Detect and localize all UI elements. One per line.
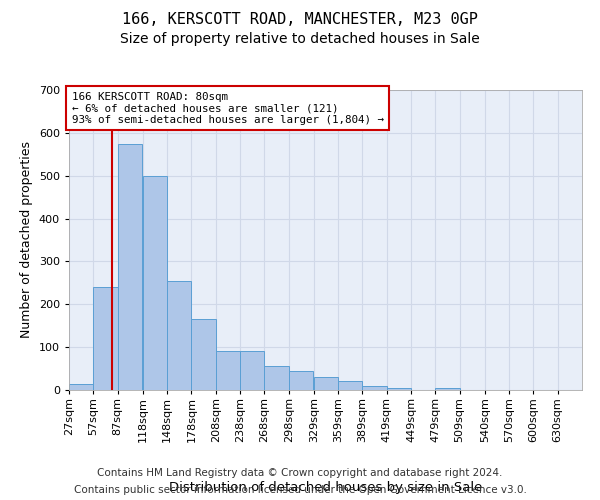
Bar: [386, 388, 411, 390]
Text: 166 KERSCOTT ROAD: 80sqm
← 6% of detached houses are smaller (121)
93% of semi-d: 166 KERSCOTT ROAD: 80sqm ← 6% of detache…: [71, 92, 383, 124]
Bar: [118, 144, 142, 390]
Bar: [289, 370, 313, 390]
Bar: [191, 320, 215, 390]
Bar: [362, 386, 386, 390]
Bar: [338, 382, 362, 390]
Bar: [215, 352, 240, 390]
X-axis label: Distribution of detached houses by size in Sale: Distribution of detached houses by size …: [169, 481, 482, 494]
Bar: [94, 287, 118, 390]
Bar: [143, 176, 167, 390]
Bar: [240, 352, 265, 390]
Bar: [69, 384, 94, 390]
Bar: [167, 280, 191, 390]
Bar: [314, 377, 338, 390]
Bar: [436, 388, 460, 390]
Text: Contains public sector information licensed under the Open Government Licence v3: Contains public sector information licen…: [74, 485, 526, 495]
Text: 166, KERSCOTT ROAD, MANCHESTER, M23 0GP: 166, KERSCOTT ROAD, MANCHESTER, M23 0GP: [122, 12, 478, 28]
Y-axis label: Number of detached properties: Number of detached properties: [20, 142, 33, 338]
Text: Size of property relative to detached houses in Sale: Size of property relative to detached ho…: [120, 32, 480, 46]
Text: Contains HM Land Registry data © Crown copyright and database right 2024.: Contains HM Land Registry data © Crown c…: [97, 468, 503, 477]
Bar: [265, 366, 289, 390]
